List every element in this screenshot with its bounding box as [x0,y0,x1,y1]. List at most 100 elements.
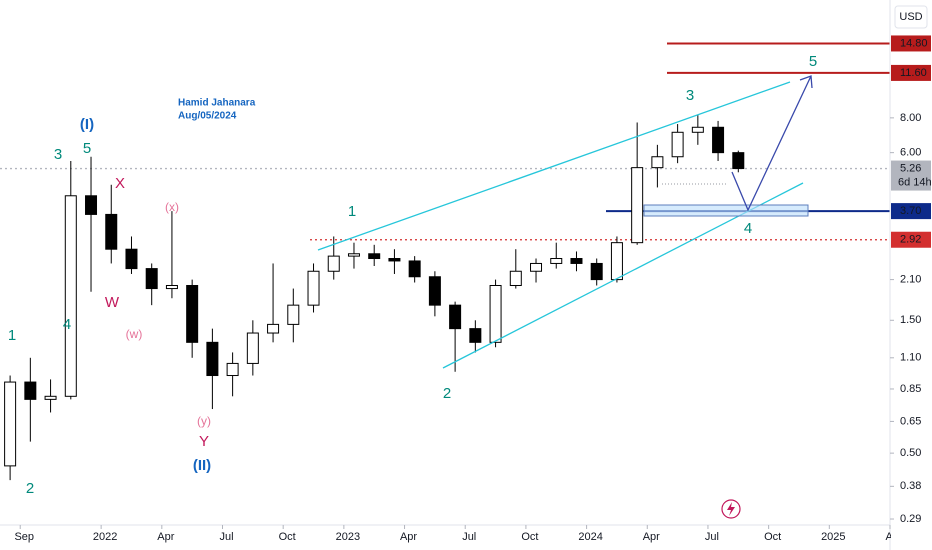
candle-body [691,126,704,133]
level-label: 11.60 [900,67,927,79]
wave-label: 3 [686,87,694,104]
candle-body [287,304,300,325]
wave-label: 1 [8,327,16,344]
candle-body [267,323,280,334]
candle-body [226,362,239,377]
candle-body [105,213,118,250]
level-badge [891,160,931,191]
x-tick-label: Apr [400,531,417,543]
y-tick-label: 0.50 [900,447,921,459]
candle-body [651,156,664,169]
annotations: 1 2 3 4 5 (I) X W (w) (x) (y) Y (II) Hamid Jahanara Au… [8,53,817,497]
wave-label: (II) [193,457,211,474]
candle-body [368,253,381,260]
x-tick-label: Oct [279,531,296,543]
plot-area [0,42,890,481]
candle-body [64,195,77,397]
candle-body [469,328,482,343]
y-tick-label: 6.00 [900,147,921,159]
currency-button[interactable] [894,5,928,29]
x-tick-label: 2023 [336,531,360,543]
candle-body [671,131,684,158]
x-tick-label: Sep [14,531,34,543]
wave-label: 2 [26,480,34,497]
candle-body [631,167,644,244]
x-tick-label: Apr [643,531,660,543]
channel-upper [317,81,791,251]
candle-body [145,268,158,290]
candle-body [44,395,57,400]
x-tick-label: Jul [462,531,476,543]
y-tick-label: 1.50 [900,314,921,326]
wave-label: 2 [443,385,451,402]
level-badge [891,64,931,81]
wave-label: 5 [809,53,817,70]
candle-body [388,258,401,262]
wave-label: (w) [126,327,143,341]
wave-label: 3 [54,146,62,163]
x-tick-label: Jul [219,531,233,543]
candle-body [24,381,37,400]
candle-body [590,262,603,281]
candle-body [408,260,421,278]
y-tick-label: 0.38 [900,480,921,492]
candle-body [347,253,360,257]
wave-label: 1 [348,203,356,220]
candle-body [85,195,98,215]
logo [721,499,741,519]
projection-path [731,75,812,212]
x-tick-label: Jul [705,531,719,543]
level-label: 2.92 [900,234,921,246]
wave-label: 4 [63,316,71,333]
level-badge [891,35,931,52]
x-tick-label: Apr [157,531,174,543]
candle-body [550,258,563,264]
wave-label: (y) [197,414,211,428]
wave-label: (x) [165,200,179,214]
candle-body [186,284,199,343]
wave-label: (I) [80,116,94,133]
candle-body [712,126,725,154]
target-zone [643,204,809,217]
candle-body [307,270,320,306]
y-tick-label: 0.65 [900,415,921,427]
price-axis-cover [891,526,932,550]
level-badge [891,203,931,220]
wave-label: 4 [744,220,752,237]
x-tick-label: 2025 [821,531,845,543]
candle-body [732,152,745,170]
x-tick-label: Oct [521,531,538,543]
y-tick-label: 8.00 [900,112,921,124]
y-tick-label: 2.10 [900,274,921,286]
candle-body [570,258,583,264]
projection-arrowhead [799,75,813,89]
y-tick-label: 0.29 [900,513,921,525]
x-tick-label: Oct [764,531,781,543]
x-tick-label: 2024 [578,531,602,543]
candle-body [246,332,259,364]
wave-label: Y [199,433,209,450]
level-badge [891,231,931,248]
countdown: 6d 14h [898,176,932,188]
candle-body [206,341,219,377]
level-label: 14.80 [900,37,928,49]
candle-body [428,276,441,306]
candle-body [4,381,17,467]
candle-body [327,255,340,272]
wave-label: X [115,175,125,192]
candle-body [125,248,138,270]
y-tick-label: 0.85 [900,383,921,395]
wave-label: 5 [83,140,91,157]
wave-label: Hamid Jahanara [178,98,256,109]
candle-body [610,242,623,281]
y-tick-label: 1.10 [900,352,921,364]
candle-body [530,262,543,272]
candle-body [165,284,178,290]
candle-body [489,284,502,343]
level-label: 5.26 [900,162,921,174]
candle-body [449,304,462,330]
